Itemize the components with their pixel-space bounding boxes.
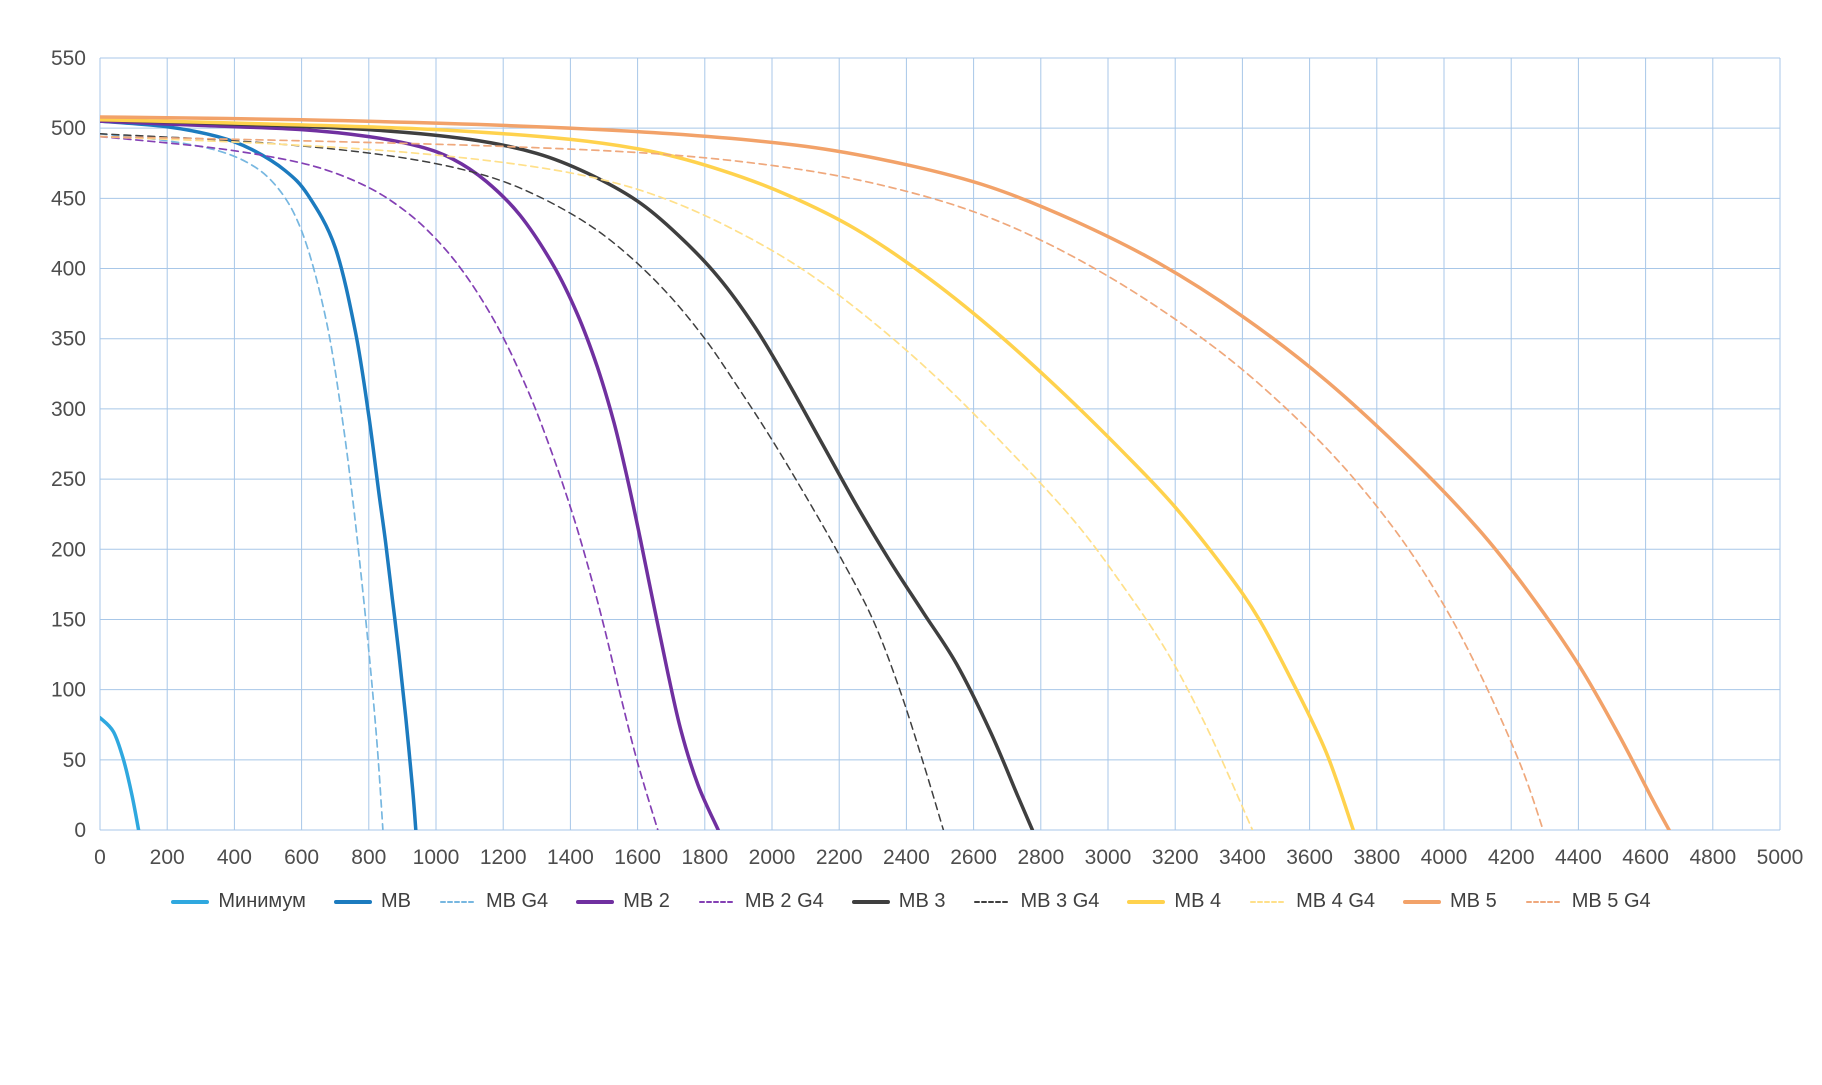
x-tick-label: 4600 bbox=[1622, 846, 1669, 869]
y-tick-label: 50 bbox=[63, 749, 86, 772]
x-tick-label: 4800 bbox=[1689, 846, 1736, 869]
series-line-mb-5-g4 bbox=[100, 135, 1544, 830]
x-tick-label: 400 bbox=[217, 846, 252, 869]
series-line-mb-5 bbox=[100, 115, 1671, 830]
y-tick-label: 100 bbox=[51, 679, 86, 702]
series-line-mb-2-g4 bbox=[100, 135, 659, 830]
legend-line-swatch bbox=[851, 899, 890, 904]
y-tick-label: 350 bbox=[51, 328, 86, 351]
x-tick-label: 4400 bbox=[1555, 846, 1602, 869]
series-line-mb-2 bbox=[100, 119, 720, 830]
y-tick-label: 250 bbox=[51, 468, 86, 491]
x-tick-label: 1400 bbox=[547, 846, 594, 869]
x-tick-label: 2800 bbox=[1017, 846, 1064, 869]
series-line-mb-g4 bbox=[100, 132, 384, 830]
legend-label: MB 4 G4 bbox=[1296, 890, 1376, 912]
legend-item-mb-5: MB 5 bbox=[1403, 890, 1497, 913]
legend-label: Минимум bbox=[218, 890, 306, 912]
y-tick-label: 450 bbox=[51, 187, 86, 210]
series-line-mb-3 bbox=[100, 118, 1035, 830]
legend-line-swatch bbox=[698, 900, 735, 903]
legend-line-swatch bbox=[1250, 900, 1287, 903]
x-tick-label: 1200 bbox=[480, 846, 527, 869]
legend-label: MB 2 G4 bbox=[744, 890, 824, 912]
x-tick-label: 200 bbox=[150, 846, 185, 869]
x-tick-label: 2600 bbox=[950, 846, 997, 869]
legend-label: MB 5 bbox=[1450, 890, 1497, 912]
x-tick-label: 1600 bbox=[614, 846, 661, 869]
x-tick-label: 1800 bbox=[681, 846, 728, 869]
series-line-mb-4-g4 bbox=[100, 135, 1254, 830]
legend-item-mb-3-g4: MB 3 G4 bbox=[973, 890, 1099, 913]
legend-line-swatch bbox=[974, 900, 1011, 903]
y-tick-label: 150 bbox=[51, 608, 86, 631]
x-tick-label: 3000 bbox=[1085, 846, 1132, 869]
x-tick-label: 800 bbox=[351, 846, 386, 869]
legend-label: MB 4 bbox=[1174, 890, 1222, 912]
legend-line-swatch bbox=[333, 899, 372, 904]
legend-line-swatch bbox=[1525, 900, 1562, 903]
legend-item-mb-4: MB 4 bbox=[1127, 890, 1221, 913]
x-tick-label: 3800 bbox=[1353, 846, 1400, 869]
series-line-mb-3-g4 bbox=[100, 133, 945, 830]
x-tick-label: 2000 bbox=[749, 846, 796, 869]
y-tick-label: 550 bbox=[51, 47, 86, 70]
legend-label: MB 3 G4 bbox=[1020, 890, 1100, 912]
y-tick-label: 300 bbox=[51, 398, 86, 421]
legend-label: MB 5 G4 bbox=[1571, 890, 1651, 912]
legend-label: MB 3 bbox=[898, 890, 946, 912]
x-tick-label: 4000 bbox=[1421, 846, 1468, 869]
x-tick-label: 2400 bbox=[883, 846, 930, 869]
legend-item-mb-2: MB 2 bbox=[576, 890, 670, 913]
x-tick-label: 2200 bbox=[816, 846, 863, 869]
legend: Минимум MB MB G4 MB 2 MB 2 G4 MB 3 MB 3 G4 MB 4… bbox=[0, 890, 1822, 913]
legend-line-swatch bbox=[171, 899, 210, 904]
series-line-mb-4 bbox=[100, 118, 1356, 830]
legend-line-swatch bbox=[1403, 899, 1442, 904]
legend-label: MB bbox=[380, 890, 411, 912]
x-tick-label: 3600 bbox=[1286, 846, 1333, 869]
y-tick-label: 400 bbox=[51, 258, 86, 281]
y-tick-label: 500 bbox=[51, 117, 86, 140]
x-tick-label: 1000 bbox=[413, 846, 460, 869]
legend-item-mb-g4: MB G4 bbox=[439, 890, 548, 913]
legend-label: MB G4 bbox=[485, 890, 549, 912]
legend-item-mb-2-g4: MB 2 G4 bbox=[698, 890, 824, 913]
legend-label: MB 2 bbox=[623, 890, 670, 912]
legend-item-mb-5-g4: MB 5 G4 bbox=[1525, 890, 1651, 913]
plot-area: 0 200 400 600 800 1000 1200 1400 1600 1800 2000 220… bbox=[51, 47, 1804, 869]
legend-item-mb: MB bbox=[333, 890, 411, 913]
y-tick-label: 200 bbox=[51, 538, 86, 561]
x-tick-label: 0 bbox=[94, 846, 106, 869]
y-tick-label: 0 bbox=[74, 819, 86, 842]
legend-item-минимум: Минимум bbox=[171, 890, 306, 913]
legend-item-mb-3: MB 3 bbox=[851, 890, 946, 913]
x-tick-label: 600 bbox=[284, 846, 319, 869]
legend-line-swatch bbox=[1127, 899, 1166, 904]
x-tick-label: 5000 bbox=[1757, 846, 1804, 869]
series-line-минимум bbox=[100, 715, 141, 830]
legend-item-mb-4-g4: MB 4 G4 bbox=[1249, 890, 1375, 913]
legend-line-swatch bbox=[439, 900, 476, 903]
x-tick-label: 4200 bbox=[1488, 846, 1535, 869]
legend-line-swatch bbox=[576, 899, 615, 904]
x-tick-label: 3200 bbox=[1152, 846, 1199, 869]
x-tick-label: 3400 bbox=[1219, 846, 1266, 869]
